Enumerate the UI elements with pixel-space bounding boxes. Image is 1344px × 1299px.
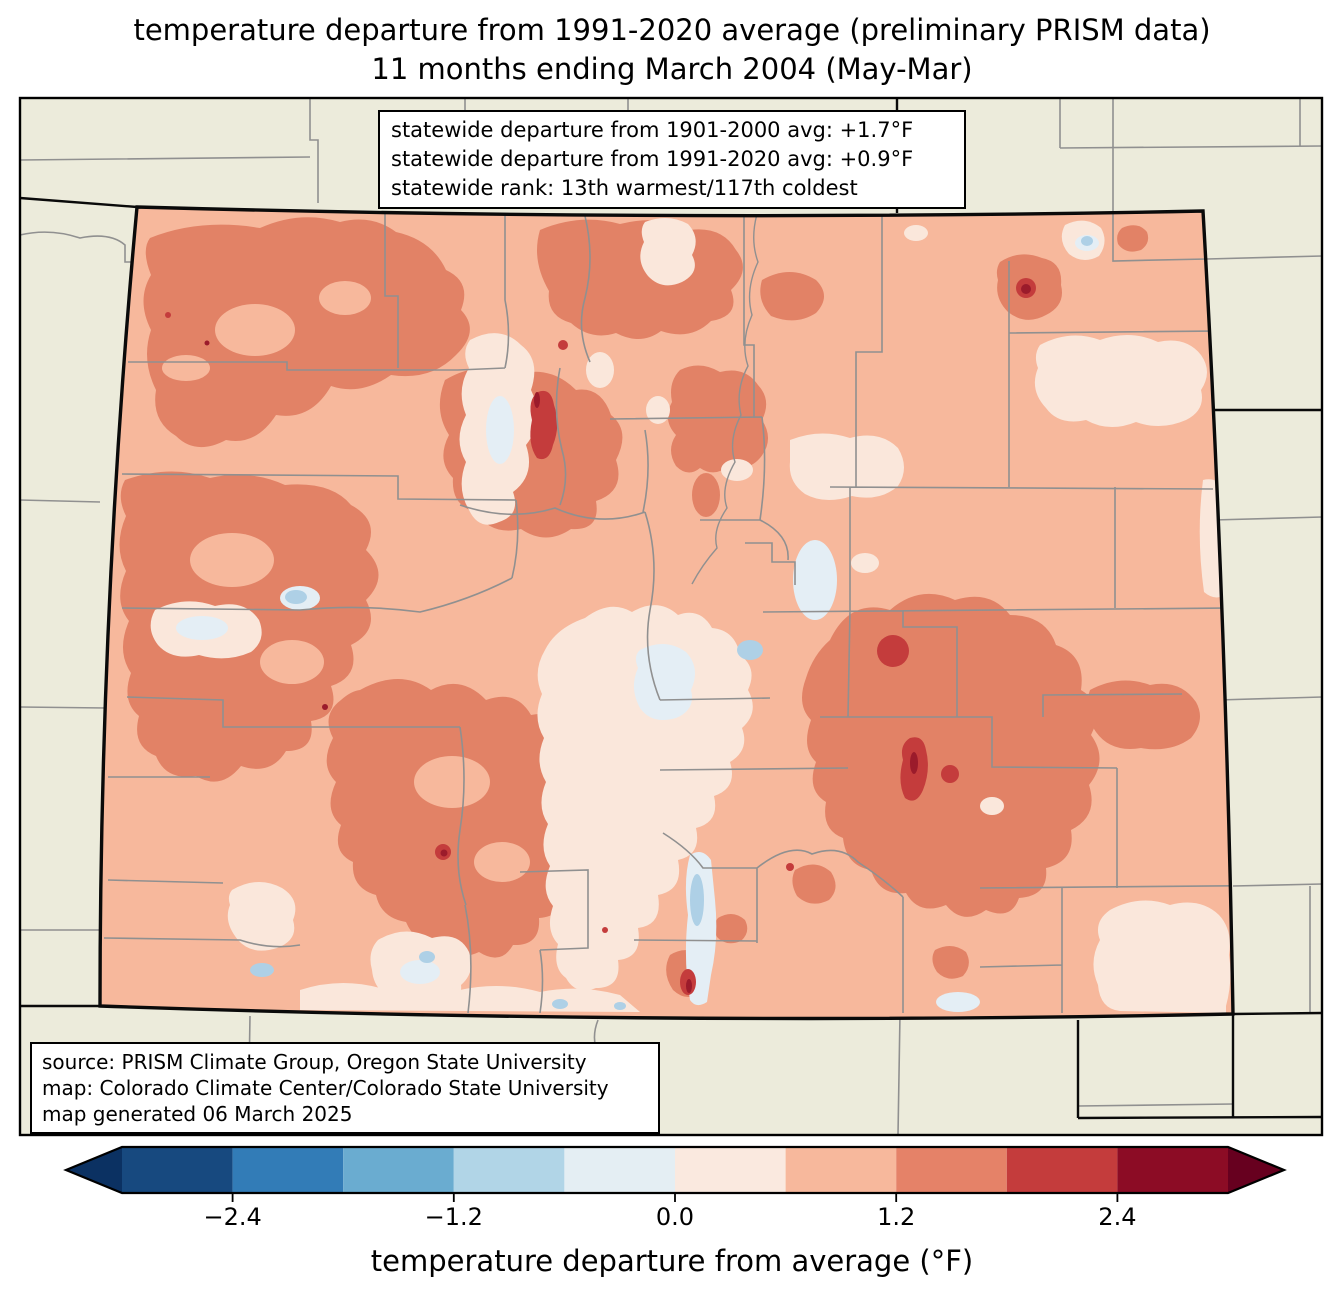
stats-line-rank: statewide rank: 13th warmest/117th colde… bbox=[391, 176, 858, 200]
colorbar-axis-label: temperature departure from average (°F) bbox=[370, 1244, 974, 1278]
colorbar-tick-label: −1.2 bbox=[424, 1203, 483, 1231]
colorbar-under-arrow bbox=[66, 1147, 122, 1193]
chart-title-line1: temperature departure from 1991-2020 ave… bbox=[133, 13, 1211, 47]
colorbar-tick-label: 1.2 bbox=[877, 1203, 916, 1231]
cool-spots bbox=[250, 236, 1093, 1010]
statewide-stats-box: statewide departure from 1901-2000 avg: … bbox=[378, 110, 966, 209]
colorbar-tick-label: −2.4 bbox=[203, 1203, 262, 1231]
warm-06-12-holes bbox=[162, 281, 530, 882]
colorbar-bin bbox=[122, 1147, 233, 1193]
mild-0-06-regions bbox=[150, 217, 1231, 1013]
colorbar-bin bbox=[453, 1147, 565, 1193]
stats-line-1991-2020: statewide departure from 1991-2020 avg: … bbox=[391, 147, 914, 171]
colorbar-bin bbox=[675, 1147, 786, 1193]
colorbar-over-arrow bbox=[1228, 1147, 1284, 1193]
colorbar-tick-label: 2.4 bbox=[1098, 1203, 1137, 1231]
colorbar-bin bbox=[343, 1147, 454, 1193]
colorbar-bin bbox=[896, 1147, 1007, 1193]
hot-over-24-spots bbox=[204, 284, 1031, 993]
colorbar-outline bbox=[63, 1145, 1287, 1195]
plot-frame bbox=[18, 96, 1324, 1137]
colorado-county-lines bbox=[103, 212, 1233, 1014]
colorbar bbox=[63, 1145, 1287, 1202]
colorbar-bin bbox=[1006, 1147, 1118, 1193]
colorado-state-border bbox=[98, 205, 1235, 1021]
map-credit-line: map: Colorado Climate Center/Colorado St… bbox=[42, 1076, 609, 1100]
colorbar-bin bbox=[785, 1147, 897, 1193]
colorbar-bin bbox=[564, 1147, 675, 1193]
stats-line-1901-2000: statewide departure from 1901-2000 avg: … bbox=[391, 118, 914, 142]
generated-date-line: map generated 06 March 2025 bbox=[42, 1102, 353, 1126]
south-platte-river bbox=[691, 213, 759, 585]
source-line: source: PRISM Climate Group, Oregon Stat… bbox=[42, 1050, 587, 1074]
colorbar-tick-label: 0.0 bbox=[655, 1203, 695, 1231]
colorbar-tick-marks bbox=[231, 1193, 1119, 1202]
colorbar-bin bbox=[1117, 1147, 1228, 1193]
source-box: source: PRISM Climate Group, Oregon Stat… bbox=[30, 1042, 660, 1134]
colorbar-bin bbox=[232, 1147, 344, 1193]
chart-title-line2: 11 months ending March 2004 (May-Mar) bbox=[371, 52, 973, 86]
